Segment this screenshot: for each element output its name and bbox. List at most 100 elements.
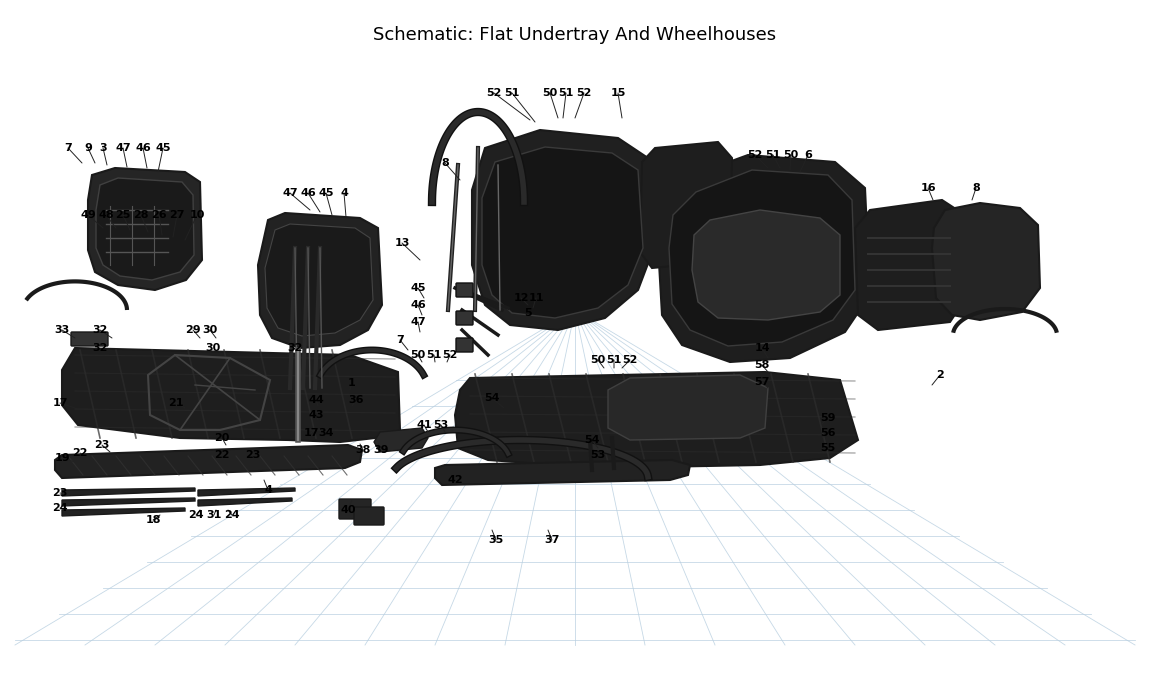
Text: 46: 46 bbox=[411, 300, 425, 310]
Polygon shape bbox=[62, 348, 400, 442]
Text: 52: 52 bbox=[486, 88, 501, 98]
Text: 28: 28 bbox=[133, 210, 148, 220]
Polygon shape bbox=[264, 224, 373, 336]
Polygon shape bbox=[62, 488, 196, 496]
Polygon shape bbox=[62, 508, 185, 516]
Polygon shape bbox=[482, 147, 643, 318]
Text: 22: 22 bbox=[72, 448, 87, 458]
Text: 47: 47 bbox=[282, 188, 298, 198]
Text: 17: 17 bbox=[304, 428, 319, 438]
Text: 8: 8 bbox=[972, 183, 980, 193]
Text: 46: 46 bbox=[300, 188, 316, 198]
Text: Schematic: Flat Undertray And Wheelhouses: Schematic: Flat Undertray And Wheelhouse… bbox=[374, 26, 776, 44]
Text: 51: 51 bbox=[427, 350, 442, 360]
Text: 20: 20 bbox=[214, 433, 230, 443]
Polygon shape bbox=[62, 498, 196, 506]
Text: 32: 32 bbox=[288, 343, 302, 353]
Polygon shape bbox=[435, 460, 690, 485]
Polygon shape bbox=[258, 213, 382, 348]
Text: 38: 38 bbox=[355, 445, 370, 455]
Text: 5: 5 bbox=[524, 308, 531, 318]
Text: 47: 47 bbox=[411, 317, 425, 327]
Polygon shape bbox=[95, 178, 194, 280]
Text: 21: 21 bbox=[168, 398, 184, 408]
Polygon shape bbox=[608, 375, 768, 440]
Text: 33: 33 bbox=[54, 325, 70, 335]
Polygon shape bbox=[641, 142, 733, 268]
Polygon shape bbox=[669, 170, 854, 346]
Text: 52: 52 bbox=[576, 88, 592, 98]
Text: 36: 36 bbox=[348, 395, 363, 405]
Text: 52: 52 bbox=[748, 150, 762, 160]
Text: 44: 44 bbox=[308, 395, 324, 405]
Text: 55: 55 bbox=[820, 443, 836, 453]
Polygon shape bbox=[198, 498, 292, 506]
Polygon shape bbox=[932, 203, 1040, 320]
Text: 13: 13 bbox=[394, 238, 409, 248]
Text: 15: 15 bbox=[611, 88, 626, 98]
Text: 31: 31 bbox=[206, 510, 222, 520]
Text: 43: 43 bbox=[308, 410, 324, 420]
Text: 30: 30 bbox=[206, 343, 221, 353]
Text: 50: 50 bbox=[590, 355, 606, 365]
Text: 18: 18 bbox=[145, 515, 161, 525]
Text: 2: 2 bbox=[936, 370, 944, 380]
Text: 47: 47 bbox=[115, 143, 131, 153]
Text: 49: 49 bbox=[81, 210, 95, 220]
Polygon shape bbox=[89, 168, 202, 290]
Text: 7: 7 bbox=[396, 335, 404, 345]
Text: 8: 8 bbox=[442, 158, 448, 168]
Text: 58: 58 bbox=[754, 360, 769, 370]
Polygon shape bbox=[854, 200, 968, 330]
Text: 46: 46 bbox=[136, 143, 151, 153]
Text: 1: 1 bbox=[348, 378, 355, 388]
Text: 53: 53 bbox=[434, 420, 448, 430]
Text: 34: 34 bbox=[319, 428, 333, 438]
Text: 59: 59 bbox=[820, 413, 836, 423]
FancyBboxPatch shape bbox=[354, 507, 384, 525]
Text: 23: 23 bbox=[245, 450, 261, 460]
Text: 17: 17 bbox=[52, 398, 68, 408]
Text: 32: 32 bbox=[92, 325, 108, 335]
Text: 24: 24 bbox=[52, 503, 68, 513]
FancyBboxPatch shape bbox=[457, 283, 473, 297]
FancyBboxPatch shape bbox=[457, 311, 473, 325]
Polygon shape bbox=[692, 210, 840, 320]
Text: 4: 4 bbox=[264, 485, 271, 495]
Text: 51: 51 bbox=[606, 355, 622, 365]
Text: 52: 52 bbox=[622, 355, 638, 365]
Text: 51: 51 bbox=[765, 150, 781, 160]
Text: 14: 14 bbox=[754, 343, 769, 353]
Text: 11: 11 bbox=[528, 293, 544, 303]
Text: 45: 45 bbox=[319, 188, 333, 198]
FancyBboxPatch shape bbox=[339, 499, 371, 519]
Text: 19: 19 bbox=[54, 453, 70, 463]
Text: 42: 42 bbox=[447, 475, 462, 485]
Text: 51: 51 bbox=[558, 88, 574, 98]
Text: 35: 35 bbox=[489, 535, 504, 545]
Polygon shape bbox=[198, 488, 296, 496]
Text: 45: 45 bbox=[411, 283, 425, 293]
Text: 22: 22 bbox=[214, 450, 230, 460]
Text: 53: 53 bbox=[590, 450, 606, 460]
Polygon shape bbox=[658, 155, 871, 362]
Text: 30: 30 bbox=[202, 325, 217, 335]
Text: 27: 27 bbox=[169, 210, 185, 220]
Text: 10: 10 bbox=[190, 210, 205, 220]
Text: 57: 57 bbox=[754, 377, 769, 387]
Text: 41: 41 bbox=[416, 420, 431, 430]
Text: 7: 7 bbox=[64, 143, 71, 153]
Text: 48: 48 bbox=[98, 210, 114, 220]
Text: 54: 54 bbox=[584, 435, 600, 445]
Polygon shape bbox=[455, 372, 858, 468]
Text: 25: 25 bbox=[115, 210, 131, 220]
Text: 50: 50 bbox=[783, 150, 798, 160]
Text: 16: 16 bbox=[920, 183, 936, 193]
Text: 6: 6 bbox=[804, 150, 812, 160]
Text: 23: 23 bbox=[52, 488, 68, 498]
Text: 32: 32 bbox=[92, 343, 108, 353]
Text: 29: 29 bbox=[185, 325, 201, 335]
Text: 24: 24 bbox=[189, 510, 204, 520]
FancyBboxPatch shape bbox=[457, 338, 473, 352]
Text: 37: 37 bbox=[544, 535, 560, 545]
